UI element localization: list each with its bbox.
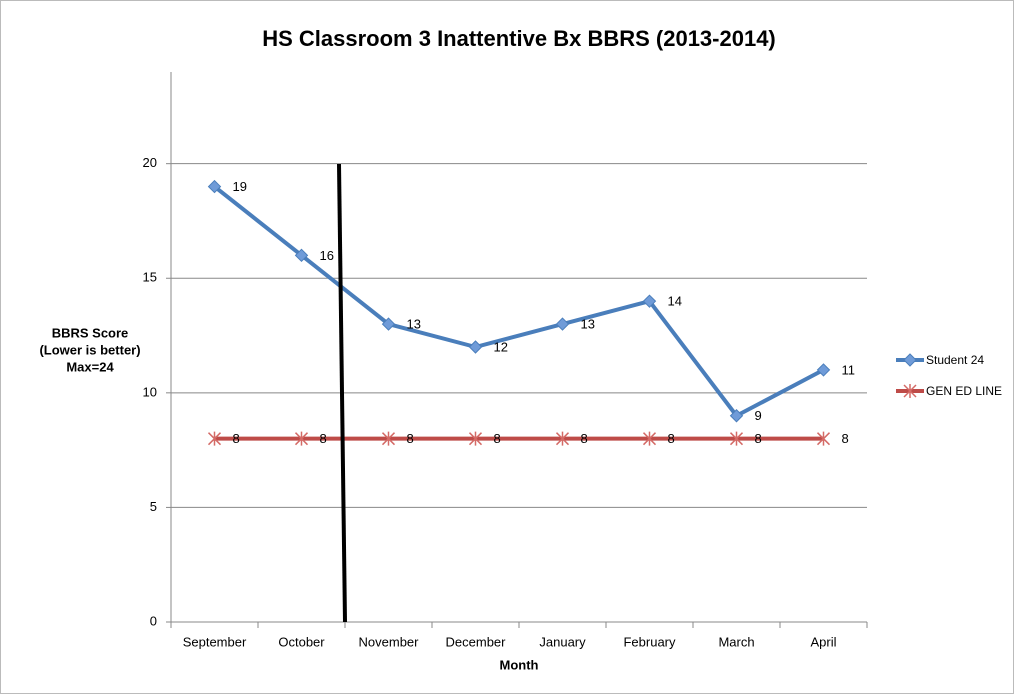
marker [381,431,396,446]
data-label: 9 [755,408,762,423]
marker [903,384,917,398]
y-tick-label: 5 [150,499,157,514]
x-tick-label: October [278,634,325,649]
data-label: 11 [842,362,856,377]
data-label: 8 [581,431,588,446]
data-label: 8 [494,431,501,446]
data-label: 13 [407,317,421,332]
marker [816,363,831,377]
legend-label: GEN ED LINE [926,384,1002,398]
data-label: 12 [494,339,508,354]
series-line [213,185,825,418]
x-tick-label: February [623,634,676,649]
data-label: 14 [668,294,682,309]
y-axis-label: Max=24 [66,359,114,374]
marker [468,431,483,446]
data-label: 8 [233,431,240,446]
data-label: 8 [320,431,327,446]
chart-title: HS Classroom 3 Inattentive Bx BBRS (2013… [262,26,776,51]
x-tick-label: September [183,634,247,649]
marker [816,431,831,446]
y-axis-label: BBRS Score [52,325,129,340]
y-tick-label: 0 [150,613,157,628]
phase-change-line [337,163,347,623]
data-label: 13 [581,317,595,332]
marker [642,294,657,308]
x-tick-label: April [810,634,836,649]
data-label: 19 [233,179,247,194]
data-label: 8 [842,431,849,446]
legend-label: Student 24 [926,353,984,367]
y-axis-label: (Lower is better) [39,342,140,357]
data-label: 16 [320,248,334,263]
x-axis-label: Month [500,657,539,672]
marker [903,353,917,367]
marker [207,179,222,194]
marker [294,248,309,263]
y-tick-label: 10 [143,384,157,399]
data-label: 8 [407,431,414,446]
marker [381,317,396,331]
marker [207,431,222,446]
x-tick-label: December [446,634,507,649]
x-tick-label: March [718,634,754,649]
data-label: 8 [668,431,675,446]
marker [555,317,570,331]
marker [729,409,744,423]
x-tick-label: January [539,634,586,649]
data-label: 8 [755,431,762,446]
marker [642,431,657,446]
x-tick-label: November [359,634,420,649]
y-tick-label: 20 [143,155,157,170]
marker [729,431,744,446]
plot: BBRS Score (Lower is better) Max=24 0 5 10 15 2… [39,72,1002,649]
y-tick-label: 15 [143,270,157,285]
marker [294,431,309,446]
marker [468,340,483,354]
marker [555,431,570,446]
